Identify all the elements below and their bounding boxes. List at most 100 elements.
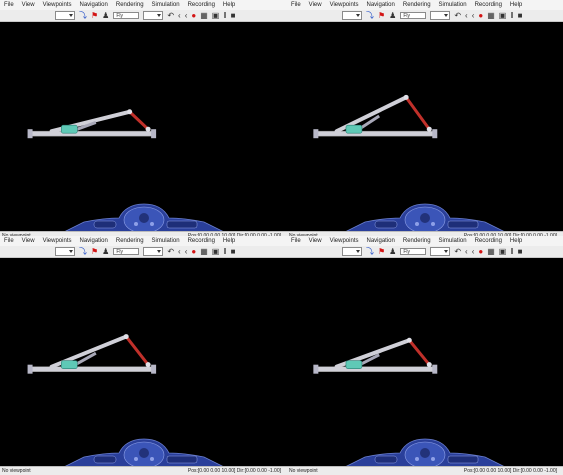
navigation-console[interactable]	[345, 200, 505, 232]
pause-icon[interactable]: ‖	[510, 246, 514, 256]
menu-file[interactable]: File	[291, 2, 301, 8]
save-icon[interactable]: ▦	[487, 246, 495, 256]
walk-icon[interactable]: ♟	[102, 246, 110, 256]
undo-icon[interactable]: ↶	[167, 10, 175, 20]
next-viewpoint-icon[interactable]: ‹	[184, 246, 188, 256]
prev-viewpoint-icon[interactable]: ‹	[178, 10, 181, 20]
3d-viewport[interactable]	[0, 22, 287, 232]
3d-viewport[interactable]	[0, 258, 287, 467]
menu-viewpoints[interactable]: Viewpoints	[329, 2, 359, 8]
navigation-dropdown[interactable]	[143, 247, 164, 256]
menu-rendering[interactable]: Rendering	[115, 2, 144, 8]
flag-icon[interactable]: ⚑	[378, 246, 386, 256]
menu-recording[interactable]: Recording	[187, 2, 215, 8]
stop-icon[interactable]: ■	[517, 10, 523, 20]
menu-view[interactable]: View	[308, 238, 322, 244]
undo-icon[interactable]: ↶	[454, 10, 462, 20]
menu-viewpoints[interactable]: Viewpoints	[42, 238, 72, 244]
walk-icon[interactable]: ♟	[102, 10, 110, 20]
pause-icon[interactable]: ‖	[510, 10, 514, 20]
viewpoint-dropdown[interactable]	[55, 11, 75, 20]
flag-icon[interactable]: ⚑	[378, 10, 386, 20]
menu-view[interactable]: View	[308, 2, 322, 8]
menu-help[interactable]: Help	[509, 2, 523, 8]
walk-icon[interactable]: ♟	[389, 246, 397, 256]
navigation-console[interactable]	[345, 435, 505, 467]
menu-recording[interactable]: Recording	[474, 238, 502, 244]
viewpoint-dropdown[interactable]	[55, 247, 75, 256]
save-icon[interactable]: ▦	[200, 10, 208, 20]
viewpoint-dropdown[interactable]	[342, 247, 362, 256]
slider-block	[61, 124, 78, 134]
undo-icon[interactable]: ↶	[167, 246, 175, 256]
walk-icon[interactable]: ♟	[389, 10, 397, 20]
record-icon[interactable]: ●	[478, 246, 484, 256]
menu-simulation[interactable]: Simulation	[438, 238, 467, 244]
menu-navigation[interactable]: Navigation	[366, 2, 395, 8]
navigation-dropdown[interactable]	[430, 247, 451, 256]
menu-viewpoints[interactable]: Viewpoints	[329, 238, 359, 244]
next-viewpoint-icon[interactable]: ‹	[184, 10, 188, 20]
menu-navigation[interactable]: Navigation	[366, 238, 395, 244]
save-icon[interactable]: ▦	[200, 246, 208, 256]
prev-viewpoint-icon[interactable]: ‹	[465, 246, 468, 256]
navigation-mode-select[interactable]: Fly	[400, 248, 427, 255]
undo-icon[interactable]: ↶	[454, 246, 462, 256]
menu-help[interactable]: Help	[222, 238, 236, 244]
jump-icon[interactable]: ⤵	[366, 10, 374, 20]
menu-navigation[interactable]: Navigation	[79, 2, 108, 8]
menu-simulation[interactable]: Simulation	[151, 238, 180, 244]
menu-view[interactable]: View	[21, 238, 35, 244]
rail-end-right	[151, 364, 157, 374]
menu-rendering[interactable]: Rendering	[402, 238, 431, 244]
stop-icon[interactable]: ■	[517, 246, 523, 256]
flag-icon[interactable]: ⚑	[91, 10, 99, 20]
menu-view[interactable]: View	[21, 2, 35, 8]
menu-rendering[interactable]: Rendering	[402, 2, 431, 8]
menu-help[interactable]: Help	[509, 238, 523, 244]
viewpoint-dropdown[interactable]	[342, 11, 362, 20]
3d-viewport[interactable]	[287, 258, 563, 467]
menu-file[interactable]: File	[4, 2, 14, 8]
prev-viewpoint-icon[interactable]: ‹	[178, 246, 181, 256]
navigation-dropdown[interactable]	[430, 11, 451, 20]
next-viewpoint-icon[interactable]: ‹	[471, 246, 475, 256]
prev-viewpoint-icon[interactable]: ‹	[465, 10, 468, 20]
save-icon[interactable]: ▦	[487, 10, 495, 20]
menu-help[interactable]: Help	[222, 2, 236, 8]
stop-icon[interactable]: ■	[230, 246, 236, 256]
navigation-mode-select[interactable]: Fly	[400, 12, 427, 19]
jump-icon[interactable]: ⤵	[366, 246, 374, 256]
camera-icon[interactable]: ▣	[498, 10, 507, 20]
navigation-console[interactable]	[63, 200, 224, 232]
menu-navigation[interactable]: Navigation	[79, 238, 108, 244]
record-icon[interactable]: ●	[191, 10, 197, 20]
navigation-mode-select[interactable]: Fly	[113, 12, 140, 19]
jump-icon[interactable]: ⤵	[79, 246, 87, 256]
camera-icon[interactable]: ▣	[498, 246, 507, 256]
record-icon[interactable]: ●	[478, 10, 484, 20]
menu-file[interactable]: File	[4, 238, 14, 244]
menu-recording[interactable]: Recording	[187, 238, 215, 244]
menu-recording[interactable]: Recording	[474, 2, 502, 8]
3d-viewport[interactable]	[287, 22, 563, 232]
pause-icon[interactable]: ‖	[223, 10, 227, 20]
jump-icon[interactable]: ⤵	[79, 10, 87, 20]
record-icon[interactable]: ●	[191, 246, 197, 256]
menu-rendering[interactable]: Rendering	[115, 238, 144, 244]
menu-simulation[interactable]: Simulation	[438, 2, 467, 8]
navigation-dropdown[interactable]	[143, 11, 164, 20]
menu-simulation[interactable]: Simulation	[151, 2, 180, 8]
navigation-mode-select[interactable]: Fly	[113, 248, 140, 255]
flag-icon[interactable]: ⚑	[91, 246, 99, 256]
camera-icon[interactable]: ▣	[211, 246, 220, 256]
toolbar: ⤵ ⚑ ♟ Fly ↶ ‹ ‹ ● ▦ ▣ ‖ ■	[0, 246, 287, 258]
navigation-console[interactable]	[63, 435, 224, 467]
next-viewpoint-icon[interactable]: ‹	[471, 10, 475, 20]
camera-icon[interactable]: ▣	[211, 10, 220, 20]
menu-file[interactable]: File	[291, 238, 301, 244]
toolbar: ⤵ ⚑ ♟ Fly ↶ ‹ ‹ ● ▦ ▣ ‖ ■	[287, 10, 563, 22]
pause-icon[interactable]: ‖	[223, 246, 227, 256]
stop-icon[interactable]: ■	[230, 10, 236, 20]
menu-viewpoints[interactable]: Viewpoints	[42, 2, 72, 8]
